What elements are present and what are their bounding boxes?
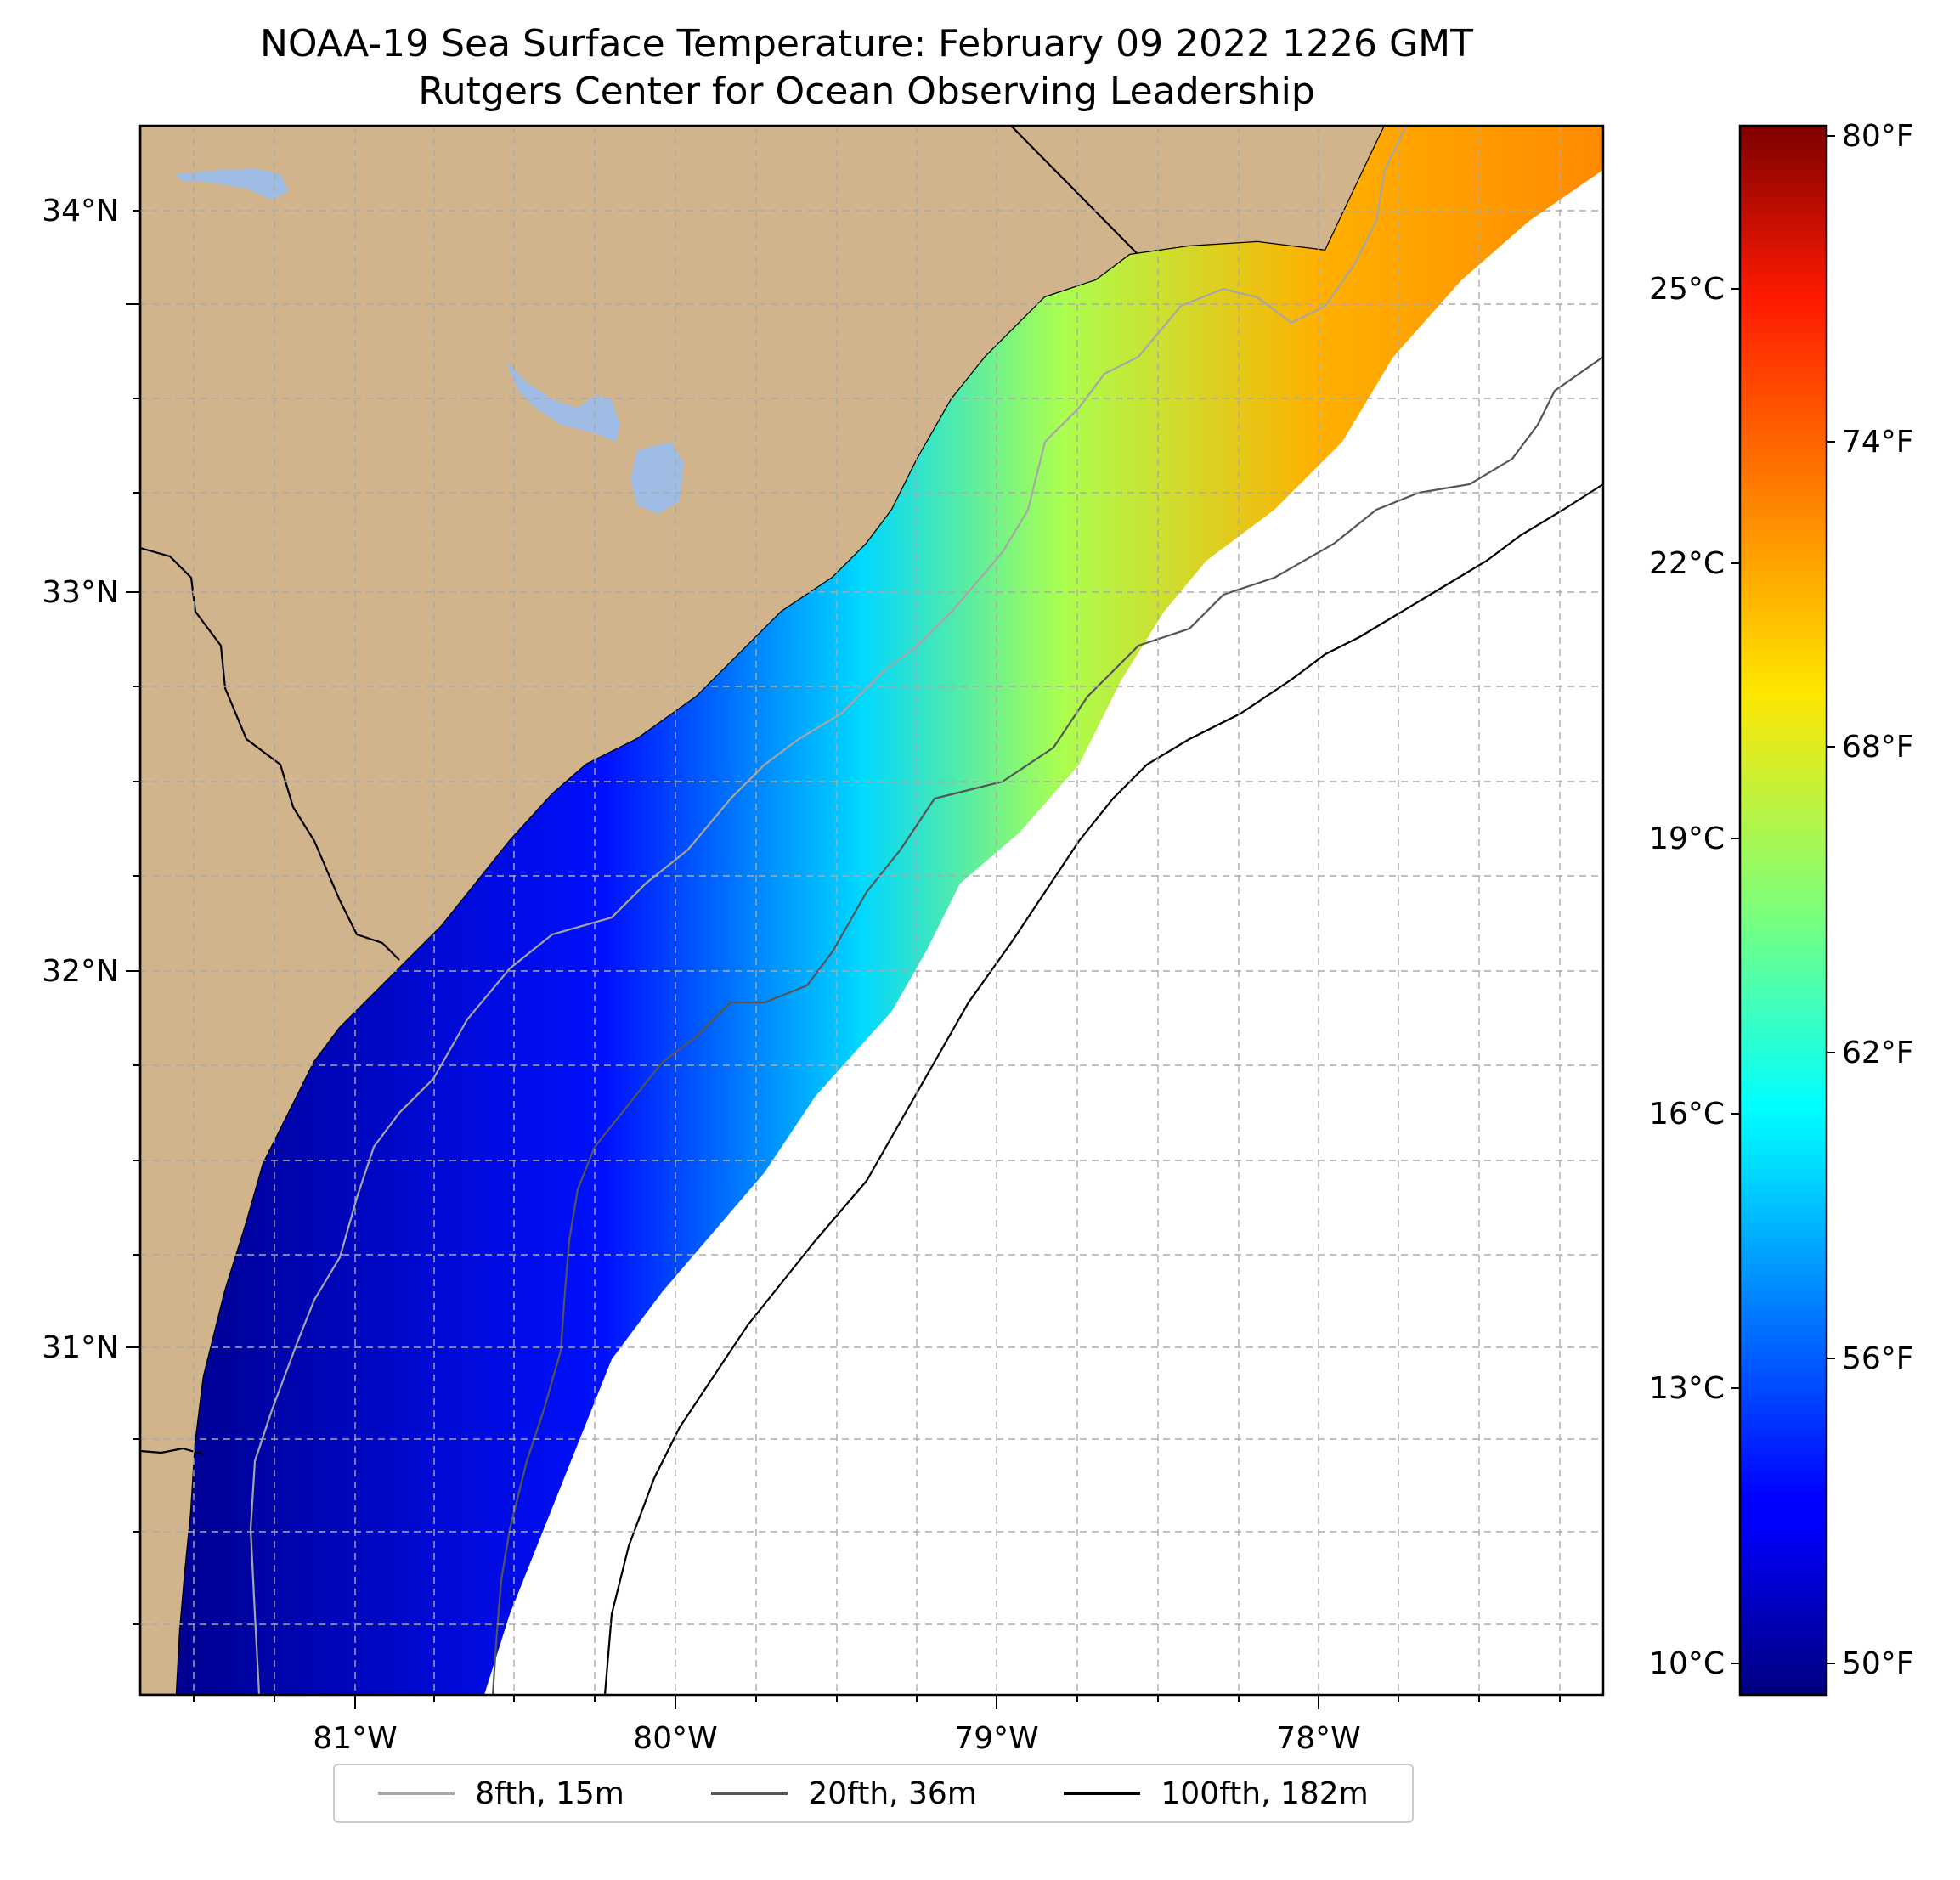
lat-tick-label: 34°N xyxy=(42,194,119,229)
lat-tick-label: 33°N xyxy=(42,575,119,610)
lake-marion xyxy=(506,361,620,442)
colorbar-fahrenheit-label: 62°F xyxy=(1842,1036,1914,1070)
legend-label: 20fth, 36m xyxy=(808,1776,977,1811)
title-line-1: NOAA-19 Sea Surface Temperature: Februar… xyxy=(260,22,1473,65)
map-title: NOAA-19 Sea Surface Temperature: Februar… xyxy=(0,20,1733,116)
legend-line-36m xyxy=(711,1792,788,1795)
colorbar-fahrenheit-label: 56°F xyxy=(1842,1341,1914,1376)
colorbar xyxy=(1738,124,1828,1697)
contour-182m xyxy=(603,483,1603,1695)
lat-tick-label: 32°N xyxy=(42,954,119,989)
lon-tick-label: 79°W xyxy=(954,1721,1038,1756)
legend-item-15m: 8fth, 15m xyxy=(378,1776,624,1811)
lake-north xyxy=(174,168,289,200)
legend-label: 100fth, 182m xyxy=(1161,1776,1369,1811)
title-line-2: Rutgers Center for Ocean Observing Leade… xyxy=(418,70,1315,113)
colorbar-fahrenheit-label: 50°F xyxy=(1842,1646,1914,1681)
colorbar-celsius-label: 10°C xyxy=(1649,1646,1725,1681)
colorbar-fahrenheit-label: 74°F xyxy=(1842,425,1914,460)
lat-tick-label: 31°N xyxy=(42,1330,119,1365)
colorbar-celsius-label: 16°C xyxy=(1649,1097,1725,1132)
lake-moultrie xyxy=(630,442,684,514)
contour-15m xyxy=(249,126,1407,1695)
legend-item-182m: 100fth, 182m xyxy=(1064,1776,1369,1811)
contour-legend: 8fth, 15m 20fth, 36m 100fth, 182m xyxy=(333,1764,1414,1823)
sst-data-band xyxy=(177,126,1603,1695)
lon-tick-marks xyxy=(193,1695,1561,1709)
legend-item-36m: 20fth, 36m xyxy=(711,1776,977,1811)
colorbar-fahrenheit-label: 80°F xyxy=(1842,119,1914,154)
colorbar-celsius-label: 13°C xyxy=(1649,1371,1725,1406)
state-border-sc-ga xyxy=(140,546,400,961)
legend-line-182m xyxy=(1064,1792,1141,1795)
lon-tick-label: 81°W xyxy=(313,1721,397,1756)
colorbar-fahrenheit-label: 68°F xyxy=(1842,730,1914,765)
map-panel xyxy=(140,126,1603,1695)
contour-36m xyxy=(491,356,1603,1695)
lat-tick-marks xyxy=(126,210,140,1625)
colorbar-celsius-label: 22°C xyxy=(1649,546,1725,581)
gridlines xyxy=(140,126,1603,1695)
lon-tick-label: 78°W xyxy=(1276,1721,1360,1756)
colorbar-celsius-label: 19°C xyxy=(1649,821,1725,856)
state-border-nc-sc xyxy=(1010,126,1138,254)
map-frame xyxy=(138,124,1605,1697)
colorbar-celsius-ticks xyxy=(1731,288,1740,1664)
colorbar-fahrenheit-ticks xyxy=(1827,135,1835,1664)
colorbar-celsius-label: 25°C xyxy=(1649,272,1725,307)
legend-line-15m xyxy=(378,1792,455,1795)
lon-tick-label: 80°W xyxy=(633,1721,717,1756)
legend-label: 8fth, 15m xyxy=(475,1776,624,1811)
